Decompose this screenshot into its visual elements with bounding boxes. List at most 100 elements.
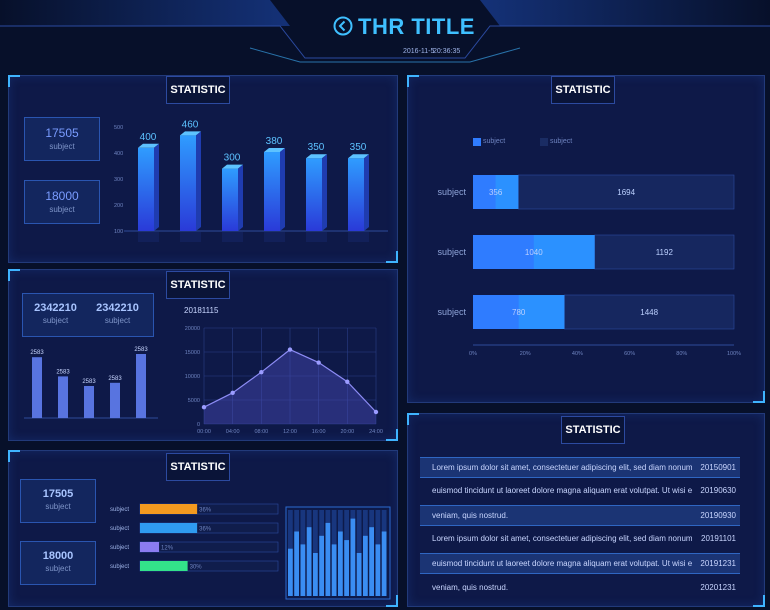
- bar-value-label: 2583: [56, 369, 70, 375]
- y-tick-label: 0: [197, 422, 200, 428]
- bar-top: [138, 143, 159, 148]
- equalizer-bar: [300, 544, 306, 596]
- x-tick-label: 0%: [469, 351, 477, 357]
- list-item[interactable]: veniam, quis nostrud. 20201231: [420, 578, 740, 597]
- page-title: THR TITLE: [358, 14, 475, 39]
- stat-label: subject: [104, 316, 131, 325]
- y-tick-label: 400: [114, 151, 123, 157]
- bar-top: [348, 154, 369, 159]
- list-item[interactable]: euismod tincidunt ut laoreet dolore magn…: [420, 553, 740, 574]
- bar-value-label: 356: [489, 188, 503, 197]
- progress-fill: [140, 561, 188, 571]
- stat-value: 17505: [42, 488, 74, 500]
- bar-segment: [564, 294, 735, 330]
- bar-side: [196, 131, 201, 231]
- category-label: subject: [437, 187, 466, 197]
- legend-label: subject: [550, 138, 573, 145]
- bar-value-label: 1192: [656, 248, 674, 257]
- bar-chart-3d: 500 400 300 200 100 400 460 300 380 350 350: [114, 119, 388, 242]
- y-tick-label: 20000: [185, 326, 200, 332]
- area-line-chart: 20181115 20000 15000 10000 5000 000:00 04:00 08…: [184, 306, 383, 435]
- list-item-date: 20201231: [700, 583, 736, 592]
- chart-title: 20181115: [184, 306, 219, 315]
- x-tick-label: 08:00: [254, 429, 268, 435]
- equalizer-bar: [306, 527, 312, 596]
- y-tick-label: 15000: [185, 350, 200, 356]
- data-point: [345, 379, 350, 384]
- bar-side: [154, 143, 159, 231]
- progress-fill: [140, 523, 198, 533]
- panel-title: STATISTIC: [166, 76, 230, 104]
- stat-value: 18000: [45, 189, 79, 203]
- progress-label: subject: [110, 545, 129, 551]
- x-tick-label: 04:00: [226, 429, 240, 435]
- bar-value-label: 350: [350, 142, 367, 153]
- bar: [84, 386, 94, 418]
- list-item-date: 20190930: [700, 511, 736, 520]
- stat-card: 18000 subject: [20, 541, 96, 585]
- list-item-text: veniam, quis nostrud.: [432, 511, 509, 520]
- stat-value: 2342210: [34, 302, 77, 314]
- bar-value-label: 380: [266, 136, 283, 147]
- progress-fill: [140, 504, 198, 514]
- bar-reflection: [222, 232, 243, 242]
- bar-reflection: [180, 232, 201, 242]
- panel-title: STATISTIC: [561, 416, 625, 444]
- list-item-text: euismod tincidunt ut laoreet dolore magn…: [432, 486, 692, 495]
- panel-title: STATISTIC: [551, 76, 615, 104]
- bar-side: [280, 147, 285, 231]
- bar-highlight: [495, 175, 519, 209]
- category-label: subject: [437, 247, 466, 257]
- list-item-date: 20190630: [700, 486, 736, 495]
- bar: [180, 135, 196, 231]
- equalizer-bar: [331, 544, 337, 596]
- bar: [264, 151, 280, 231]
- bar-highlight: [533, 235, 595, 269]
- list-item-text: Lorem ipsum dolor sit amet, consectetuer…: [432, 463, 692, 472]
- x-tick-label: 00:00: [197, 429, 211, 435]
- bar-top: [306, 154, 327, 159]
- list-item[interactable]: euismod tincidunt ut laoreet dolore magn…: [420, 481, 740, 500]
- progress-label: subject: [110, 526, 129, 532]
- progress-bars: subject 36% subject 36% subject 12% subject 30%: [110, 503, 279, 572]
- stat-card: 18000 subject: [24, 180, 100, 224]
- back-arrow-icon[interactable]: [333, 16, 353, 36]
- bar-value-label: 2583: [108, 376, 122, 382]
- equalizer-bar: [288, 548, 293, 596]
- bar: [348, 158, 364, 231]
- equalizer-bar: [375, 544, 381, 596]
- bar: [306, 158, 322, 231]
- panel-top-left: [8, 75, 398, 263]
- bar-reflection: [138, 232, 159, 242]
- bar: [136, 354, 146, 418]
- bar-value-label: 1040: [525, 248, 543, 257]
- list-item[interactable]: veniam, quis nostrud. 20190930: [420, 505, 740, 526]
- legend-swatch: [473, 138, 481, 146]
- list-item[interactable]: Lorem ipsum dolor sit amet, consectetuer…: [420, 457, 740, 478]
- equalizer-bar: [350, 518, 356, 596]
- header-frame: [0, 0, 770, 63]
- equalizer-bar: [313, 553, 318, 596]
- bar: [222, 168, 238, 231]
- stat-label: subject: [45, 502, 71, 511]
- bar-side: [364, 154, 369, 231]
- bar: [110, 382, 120, 418]
- progress-value: 30%: [190, 565, 203, 571]
- bar-value-label: 2583: [82, 379, 96, 385]
- data-point: [316, 360, 321, 365]
- data-point: [230, 390, 235, 395]
- bar-value-label: 1694: [617, 188, 635, 197]
- bar-value-label: 1448: [640, 308, 658, 317]
- x-tick-label: 16:00: [312, 429, 326, 435]
- equalizer-bar: [338, 531, 343, 596]
- data-point: [201, 405, 207, 410]
- equalizer-bar: [294, 531, 299, 596]
- list-item-text: veniam, quis nostrud.: [432, 583, 509, 592]
- stat-label: subject: [42, 316, 69, 325]
- progress-value: 12%: [161, 546, 174, 552]
- stat-label: subject: [45, 564, 71, 573]
- list-item[interactable]: Lorem ipsum dolor sit amet, consectetuer…: [420, 529, 740, 548]
- list-item-text: Lorem ipsum dolor sit amet, consectetuer…: [432, 534, 692, 543]
- list-item-date: 20191101: [701, 534, 736, 543]
- stat-value: 17505: [45, 126, 79, 140]
